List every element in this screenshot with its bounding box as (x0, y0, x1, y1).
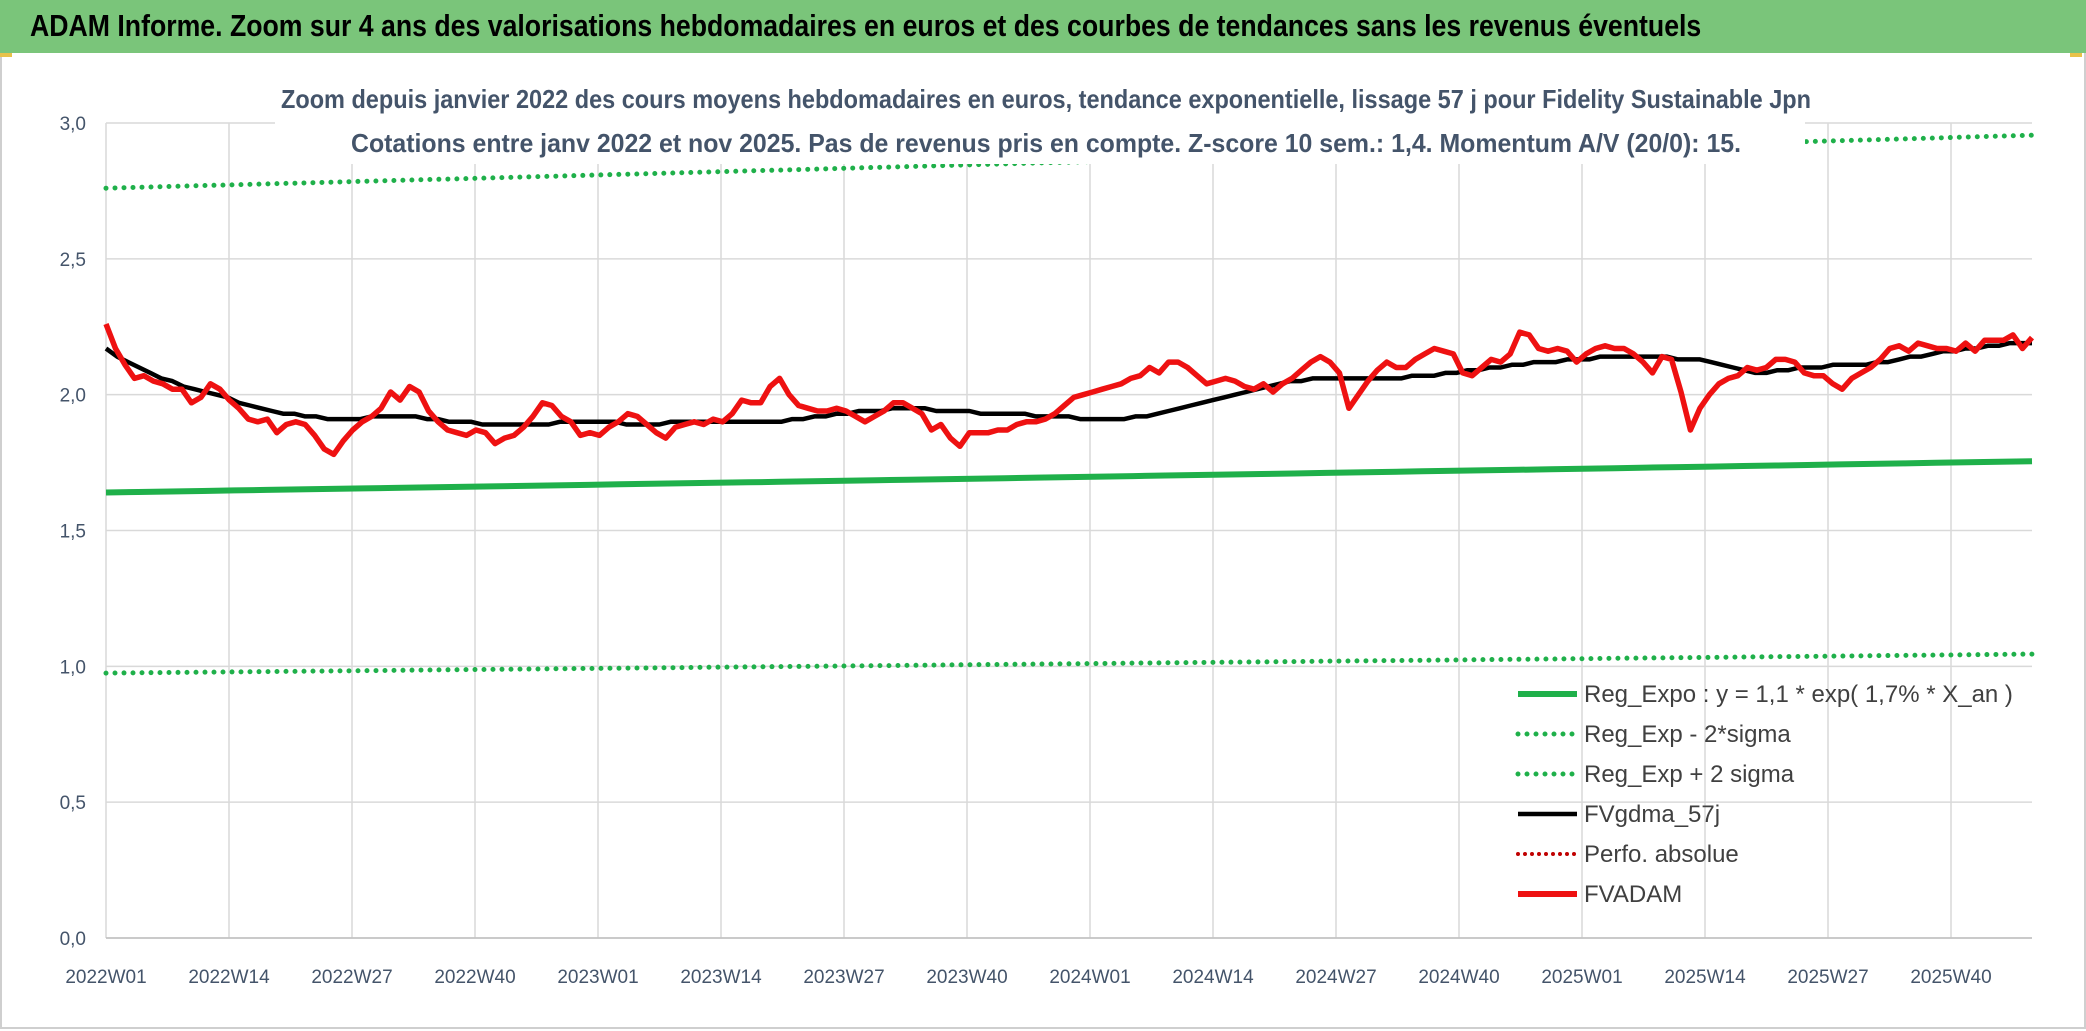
x-tick-label: 2025W01 (1541, 967, 1622, 988)
x-tick-label: 2023W01 (557, 967, 638, 988)
legend-label: Reg_Exp - 2*sigma (1584, 721, 1791, 748)
chart-title-line-1: Zoom depuis janvier 2022 des cours moyen… (281, 84, 1811, 114)
x-tick-label: 2023W14 (680, 967, 762, 988)
x-tick-label: 2025W27 (1787, 967, 1868, 988)
x-tick-label: 2023W40 (926, 967, 1007, 988)
chart-frame (0, 53, 2086, 1029)
header-bar: ADAM Informe. Zoom sur 4 ans des valoris… (0, 0, 2086, 53)
frame-corner-right (2070, 53, 2082, 57)
moving-average-line (104, 340, 2032, 427)
x-tick-label: 2023W27 (803, 967, 884, 988)
y-tick-label: 2,5 (60, 250, 86, 271)
x-tick-label: 2024W01 (1049, 967, 1130, 988)
frame-corner-left (0, 53, 12, 57)
series-layer (103, 132, 2035, 676)
y-tick-label: 2,0 (60, 386, 86, 407)
legend-label: FVgdma_57j (1584, 801, 1720, 828)
legend-label: Reg_Exp + 2 sigma (1584, 761, 1795, 788)
x-tick-label: 2025W14 (1664, 967, 1746, 988)
y-tick-label: 1,0 (60, 657, 86, 678)
legend-label: FVADAM (1584, 881, 1682, 908)
y-tick-label: 0,5 (60, 793, 86, 814)
x-tick-label: 2024W27 (1295, 967, 1376, 988)
legend-label: Reg_Expo : y = 1,1 * exp( 1,7% * X_an ) (1584, 681, 2013, 708)
x-tick-label: 2022W14 (188, 967, 270, 988)
title-background (275, 78, 1805, 164)
y-tick-label: 1,5 (60, 522, 86, 543)
fvadam-price-line (103, 323, 2035, 458)
x-tick-label: 2022W27 (311, 967, 392, 988)
y-tick-label: 3,0 (60, 114, 86, 135)
legend: Reg_Expo : y = 1,1 * exp( 1,7% * X_an ) R… (1515, 681, 2013, 908)
x-tick-label: 2025W40 (1910, 967, 1991, 988)
chart-title-line-2: Cotations entre janv 2022 et nov 2025. P… (351, 128, 1741, 158)
legend-label: Perfo. absolue (1584, 841, 1739, 868)
y-tick-label: 0,0 (60, 929, 86, 950)
axis-ticks: 0,0 0,5 1,0 1,5 2,0 2,5 3,0 2022W01 2022W14 2022W… (60, 114, 1992, 988)
x-tick-label: 2022W01 (65, 967, 146, 988)
header-title: ADAM Informe. Zoom sur 4 ans des valoris… (30, 8, 1702, 43)
regression-minus-2sigma-line (103, 651, 2035, 676)
grid (105, 122, 2032, 939)
x-tick-label: 2024W14 (1172, 967, 1254, 988)
x-tick-label: 2024W40 (1418, 967, 1499, 988)
regression-expo-line (105, 458, 2033, 496)
x-tick-label: 2022W40 (434, 967, 515, 988)
